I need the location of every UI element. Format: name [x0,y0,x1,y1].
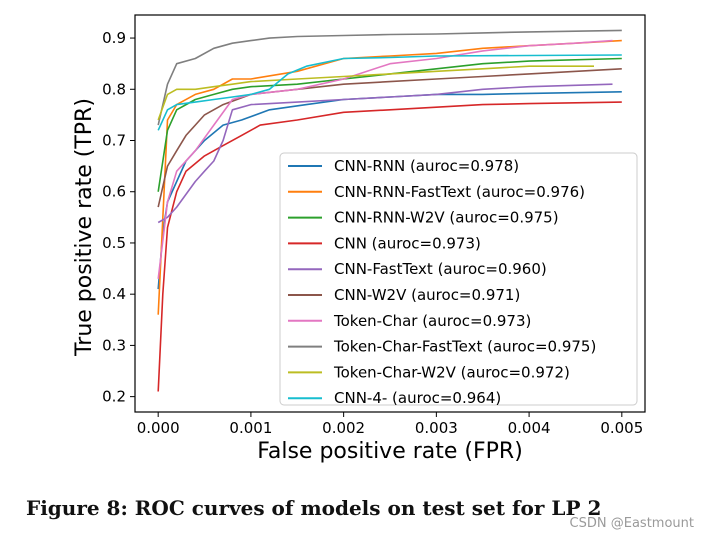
series-line-1 [157,91,622,290]
x-axis-label: False positive rate (FPR) [257,439,523,464]
plot-frame [134,14,646,413]
y-tick-label: 0.8 [102,80,126,98]
legend-label: Token-Char-FastText (auroc=0.975) [333,338,596,356]
series-line-5 [157,83,613,224]
plot-lines [157,29,622,392]
legend-label: Token-Char-W2V (auroc=0.972) [333,363,570,381]
watermark: CSDN @Eastmount [569,516,694,531]
figure-caption: Figure 8: ROC curves of models on test s… [26,496,602,520]
x-axis-ticks: 0.000 0.001 0.002 0.003 0.004 0.005 [137,412,643,437]
legend-label: Token-Char (auroc=0.973) [333,312,531,330]
legend-label: CNN-W2V (auroc=0.971) [334,286,520,304]
series-line-8 [157,29,622,126]
legend-label: CNN-RNN-FastText (auroc=0.976) [334,183,585,201]
x-tick-label: 0.002 [322,419,365,437]
legend-label: CNN-FastText (auroc=0.960) [334,260,547,278]
y-axis-label: True positive rate (TPR) [72,98,97,357]
x-tick-label: 0.005 [600,419,643,437]
x-tick-label: 0.004 [508,419,551,437]
legend: CNN-RNN (auroc=0.978) CNN-RNN-FastText (a… [279,152,638,407]
series-line-7 [157,39,613,279]
series-line-10 [157,54,622,131]
series-line-4 [157,101,622,392]
x-tick-label: 0.001 [229,419,272,437]
y-tick-label: 0.4 [102,285,126,303]
y-tick-label: 0.9 [102,29,126,47]
legend-label: CNN (auroc=0.973) [334,234,481,252]
series-line-9 [157,65,594,121]
roc-chart: 0.000 0.001 0.002 0.003 0.004 0.005 0.2 0.3 0.4… [72,14,646,464]
y-axis-ticks: 0.2 0.3 0.4 0.5 0.6 0.7 0.8 0.9 [102,29,135,406]
y-tick-label: 0.7 [102,132,126,150]
y-tick-label: 0.2 [102,388,126,406]
y-tick-label: 0.6 [102,183,126,201]
legend-label: CNN-4- (auroc=0.964) [334,389,501,407]
y-tick-label: 0.5 [102,234,126,252]
legend-label: CNN-RNN-W2V (auroc=0.975) [334,209,559,227]
series-line-2 [157,39,622,315]
legend-label: CNN-RNN (auroc=0.978) [334,157,519,175]
legend-box [279,152,638,406]
x-tick-label: 0.000 [137,419,180,437]
x-tick-label: 0.003 [415,419,458,437]
y-tick-label: 0.3 [102,336,126,354]
